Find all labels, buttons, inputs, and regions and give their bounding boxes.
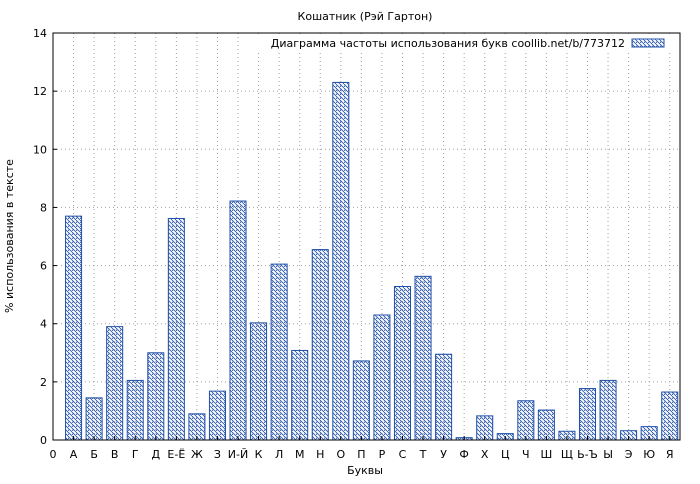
x-axis-label: Буквы — [347, 464, 383, 477]
plot-frame — [52, 32, 681, 441]
bar-12 — [291, 349, 309, 441]
x-tick-label: Ч — [522, 448, 530, 461]
bar-30 — [661, 391, 679, 441]
bar-13 — [311, 249, 329, 441]
y-tick-label: 12 — [33, 85, 47, 98]
x-tick-label: Е-Ё — [167, 448, 185, 461]
bar-26 — [578, 388, 597, 441]
x-tick-label: Ф — [459, 448, 468, 461]
bar-19 — [435, 353, 453, 441]
x-tick-label: 0 — [50, 448, 57, 461]
bar-10 — [250, 322, 268, 441]
bar-8 — [208, 390, 226, 441]
bar-23 — [517, 400, 535, 441]
x-tick-label: Г — [132, 448, 139, 461]
bar-2 — [85, 397, 103, 441]
bar-14 — [332, 81, 350, 441]
x-tick-label: И-Й — [228, 448, 248, 461]
y-axis-label: % использования в тексте — [3, 159, 16, 313]
x-tick-label: Р — [379, 448, 386, 461]
y-tick-label: 14 — [33, 27, 47, 40]
x-tick-label: А — [70, 448, 78, 461]
y-tick-label: 4 — [40, 318, 47, 331]
x-tick-label: У — [440, 448, 447, 461]
x-tick-label: Ь-Ъ — [577, 448, 598, 461]
y-tick-label: 2 — [40, 376, 47, 389]
bar-6 — [167, 217, 185, 441]
x-tick-label: З — [214, 448, 221, 461]
chart-title: Кошатник (Рэй Гартон) — [298, 10, 433, 23]
x-tick-label: П — [357, 448, 365, 461]
bar-17 — [393, 286, 411, 441]
x-tick-label: В — [111, 448, 119, 461]
x-tick-label: Б — [90, 448, 98, 461]
y-axis: 0 2 4 6 8 10 12 14 — [33, 27, 57, 447]
bar-4 — [126, 379, 144, 441]
bar-1 — [65, 215, 83, 441]
legend-background — [240, 34, 678, 52]
x-axis: 0 А Б В Г Д Е-Ё Ж З И-Й К Л М Н О П Р С Т У Ф Х Ц Ч Ш Щ Ь-Ъ Ы Э Ю Я — [50, 436, 674, 461]
bar-16 — [373, 314, 391, 441]
bar-27 — [599, 379, 617, 441]
x-tick-label: Л — [275, 448, 283, 461]
x-tick-label: О — [336, 448, 345, 461]
y-tick-label: 6 — [40, 260, 47, 273]
legend: Диаграмма частоты использования букв coo… — [240, 34, 678, 52]
bar-24 — [537, 409, 555, 441]
bars-group — [65, 81, 679, 441]
x-tick-label: Д — [151, 448, 160, 461]
legend-swatch — [631, 38, 665, 48]
x-tick-label: Ю — [643, 448, 655, 461]
x-tick-label: Э — [625, 448, 633, 461]
x-tick-label: Я — [666, 448, 674, 461]
x-tick-label: М — [295, 448, 305, 461]
y-tick-label: 10 — [33, 143, 47, 156]
x-tick-label: Н — [316, 448, 324, 461]
bar-9 — [229, 200, 247, 441]
x-tick-label: Ж — [191, 448, 203, 461]
bar-18 — [414, 275, 432, 441]
x-tick-label: Ц — [501, 448, 510, 461]
legend-label: Диаграмма частоты использования букв coo… — [271, 37, 625, 50]
bar-11 — [270, 263, 288, 441]
x-tick-label: Ы — [603, 448, 613, 461]
bar-5 — [147, 352, 165, 441]
x-tick-label: Ш — [540, 448, 552, 461]
y-tick-label: 8 — [40, 201, 47, 214]
bar-15 — [352, 360, 370, 441]
x-tick-label: С — [399, 448, 407, 461]
x-tick-label: Щ — [561, 448, 573, 461]
y-tick-label: 0 — [40, 434, 47, 447]
x-tick-label: К — [255, 448, 263, 461]
x-tick-label: Х — [481, 448, 489, 461]
x-tick-label: Т — [419, 448, 427, 461]
bar-3 — [106, 326, 124, 441]
